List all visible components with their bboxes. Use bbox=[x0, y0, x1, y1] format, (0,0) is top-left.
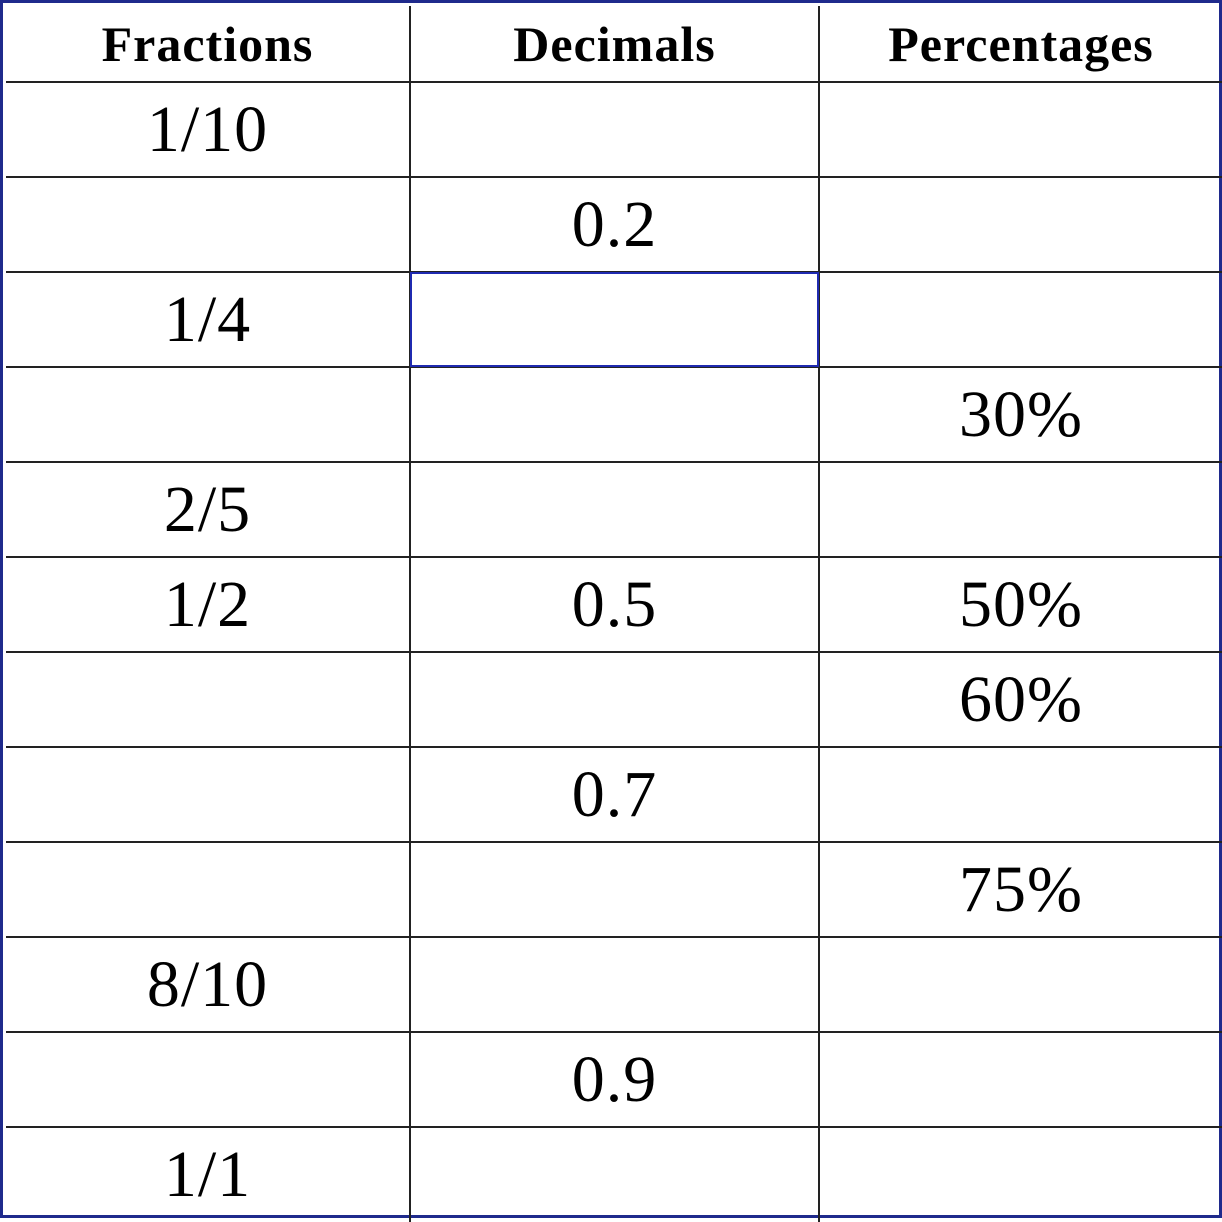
decimal-cell[interactable]: 0.7 bbox=[409, 746, 820, 843]
decimal-cell[interactable] bbox=[409, 651, 820, 748]
percentage-cell[interactable] bbox=[818, 936, 1222, 1033]
table-row: 1/2 0.5 50% bbox=[6, 556, 1222, 653]
table-row: 75% bbox=[6, 841, 1222, 938]
fraction-cell[interactable]: 1/10 bbox=[6, 81, 411, 178]
fraction-cell[interactable]: 2/5 bbox=[6, 461, 411, 558]
fraction-cell[interactable]: 1/4 bbox=[6, 271, 411, 368]
table-row: 0.2 bbox=[6, 176, 1222, 273]
fraction-cell[interactable] bbox=[6, 366, 411, 463]
fraction-cell[interactable] bbox=[6, 841, 411, 938]
table-row: 1/10 bbox=[6, 81, 1222, 178]
percentage-cell[interactable] bbox=[818, 271, 1222, 368]
percentage-cell[interactable] bbox=[818, 746, 1222, 843]
percentage-cell[interactable] bbox=[818, 1126, 1222, 1222]
decimal-cell[interactable]: 0.2 bbox=[409, 176, 820, 273]
percentage-cell[interactable] bbox=[818, 461, 1222, 558]
fraction-cell[interactable] bbox=[6, 176, 411, 273]
percentage-cell[interactable]: 30% bbox=[818, 366, 1222, 463]
percentage-cell[interactable]: 75% bbox=[818, 841, 1222, 938]
table-row: 8/10 bbox=[6, 936, 1222, 1033]
fraction-cell[interactable] bbox=[6, 1031, 411, 1128]
header-decimals: Decimals bbox=[409, 6, 820, 83]
fraction-cell[interactable] bbox=[6, 651, 411, 748]
decimal-cell[interactable] bbox=[409, 366, 820, 463]
decimal-cell[interactable]: 0.5 bbox=[409, 556, 820, 653]
table-row: 2/5 bbox=[6, 461, 1222, 558]
header-percentages: Percentages bbox=[818, 6, 1222, 83]
fraction-cell[interactable]: 8/10 bbox=[6, 936, 411, 1033]
conversion-table: Fractions Decimals Percentages 1/10 0.2 … bbox=[6, 6, 1222, 1222]
percentage-cell[interactable] bbox=[818, 1031, 1222, 1128]
decimal-cell[interactable] bbox=[409, 936, 820, 1033]
decimal-cell[interactable]: 0.9 bbox=[409, 1031, 820, 1128]
header-fractions: Fractions bbox=[6, 6, 411, 83]
fraction-cell[interactable] bbox=[6, 746, 411, 843]
percentage-cell[interactable]: 50% bbox=[818, 556, 1222, 653]
decimal-cell[interactable] bbox=[409, 841, 820, 938]
table-row: 60% bbox=[6, 651, 1222, 748]
table-row: 0.7 bbox=[6, 746, 1222, 843]
decimal-cell[interactable] bbox=[409, 81, 820, 178]
decimal-cell[interactable] bbox=[409, 1126, 820, 1222]
percentage-cell[interactable]: 60% bbox=[818, 651, 1222, 748]
header-row: Fractions Decimals Percentages bbox=[6, 6, 1222, 83]
table-row: 1/1 bbox=[6, 1126, 1222, 1222]
percentage-cell[interactable] bbox=[818, 176, 1222, 273]
fraction-cell[interactable]: 1/1 bbox=[6, 1126, 411, 1222]
table-row: 30% bbox=[6, 366, 1222, 463]
table-row: 1/4 bbox=[6, 271, 1222, 368]
percentage-cell[interactable] bbox=[818, 81, 1222, 178]
decimal-cell[interactable] bbox=[409, 461, 820, 558]
decimal-cell-selected[interactable] bbox=[409, 271, 820, 368]
fraction-cell[interactable]: 1/2 bbox=[6, 556, 411, 653]
table-row: 0.9 bbox=[6, 1031, 1222, 1128]
